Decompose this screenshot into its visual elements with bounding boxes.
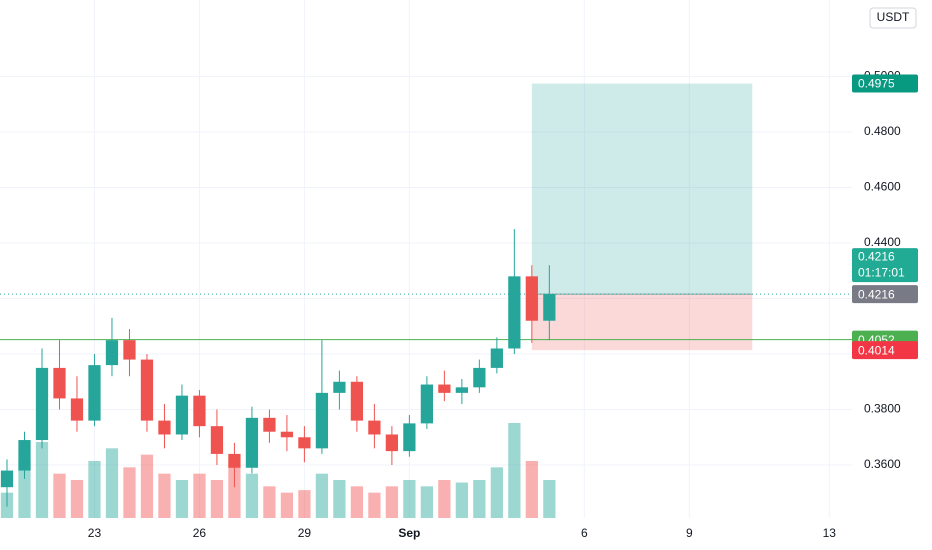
candle-body — [70, 398, 84, 421]
volume-bar — [385, 486, 399, 518]
candle-body — [525, 276, 538, 321]
last-price-box — [852, 248, 918, 283]
volume-bar — [140, 454, 154, 518]
y-tick-label: 0.4600 — [864, 180, 901, 194]
loss-zone — [531, 294, 753, 351]
volume-bar — [210, 480, 224, 518]
volume-bar — [350, 486, 364, 518]
candle-body — [490, 348, 503, 368]
entry-label-box — [852, 285, 918, 304]
x-tick-label: 29 — [298, 526, 312, 540]
candle-body — [385, 434, 399, 452]
candle-body — [158, 420, 171, 435]
x-tick-label: 26 — [193, 526, 207, 540]
profit-zone — [531, 83, 753, 295]
y-tick-label: 0.3800 — [864, 402, 901, 416]
candle-body — [88, 365, 101, 421]
x-tick-label: 13 — [823, 526, 837, 540]
volume-bar — [53, 473, 66, 518]
candle-body — [175, 395, 189, 435]
volume-bar — [228, 461, 241, 518]
candle-body — [123, 340, 136, 360]
candle-body — [403, 423, 416, 452]
candle-body — [228, 453, 241, 468]
candle-body — [473, 367, 486, 388]
volume-bar — [525, 461, 538, 518]
volume-bar — [280, 492, 294, 518]
candle-body — [140, 359, 154, 421]
y-tick-label: 0.4800 — [864, 124, 901, 138]
x-tick-label: 9 — [686, 526, 693, 540]
countdown-label: 01:17:01 — [858, 265, 905, 279]
candle-body — [105, 340, 119, 366]
volume-bar — [70, 480, 84, 518]
candle-body — [315, 392, 329, 449]
candle-body — [368, 420, 381, 435]
candle-body — [35, 367, 49, 441]
candle-body — [438, 384, 451, 393]
target-label: 0.4975 — [858, 77, 895, 91]
candle-body — [263, 417, 276, 432]
volume-bar — [88, 461, 101, 518]
last-price-label: 0.4216 — [858, 249, 895, 263]
volume-bar — [403, 480, 416, 518]
candle-body — [298, 437, 311, 449]
x-tick-label: 23 — [88, 526, 102, 540]
volume-bar — [455, 482, 468, 518]
stop-label-box — [852, 341, 918, 360]
candle-body — [350, 381, 364, 421]
volume-bar — [438, 480, 451, 518]
volume-bar — [298, 490, 311, 518]
candle-body — [543, 294, 556, 321]
volume-bar — [105, 448, 119, 518]
volume-bar — [508, 423, 521, 518]
candle-body — [333, 381, 346, 393]
currency-label: USDT — [877, 10, 910, 24]
volume-bar — [263, 486, 276, 518]
volume-bar — [158, 473, 171, 518]
volume-bar — [333, 480, 346, 518]
volume-bar — [473, 480, 486, 518]
x-tick-label: Sep — [398, 526, 420, 540]
volume-bar — [193, 473, 206, 518]
entry-label: 0.4216 — [858, 287, 895, 301]
candle-body — [18, 440, 31, 471]
candle-body — [245, 417, 259, 468]
candle-body — [53, 367, 66, 399]
volume-bar — [490, 467, 503, 518]
volume-bar — [315, 473, 329, 518]
y-tick-label: 0.4400 — [864, 235, 901, 249]
volume-bar — [175, 480, 189, 518]
candle-body — [455, 387, 468, 393]
candle-body — [508, 276, 521, 349]
volume-bar — [368, 492, 381, 518]
stop-label: 0.4014 — [858, 343, 895, 357]
candle-body — [210, 426, 224, 454]
volume-bar — [245, 473, 259, 518]
volume-bar — [420, 486, 433, 518]
candle-body — [193, 395, 206, 427]
y-tick-label: 0.3600 — [864, 457, 901, 471]
volume-bar — [35, 442, 49, 518]
candle-body — [0, 470, 14, 488]
volume-bar — [543, 480, 556, 518]
volume-bar — [123, 467, 136, 518]
candle-body — [280, 431, 294, 438]
candle-body — [420, 384, 433, 424]
currency-box — [869, 7, 917, 29]
volume-bar — [18, 461, 31, 518]
target-label-box — [852, 74, 918, 93]
x-tick-label: 6 — [581, 526, 588, 540]
